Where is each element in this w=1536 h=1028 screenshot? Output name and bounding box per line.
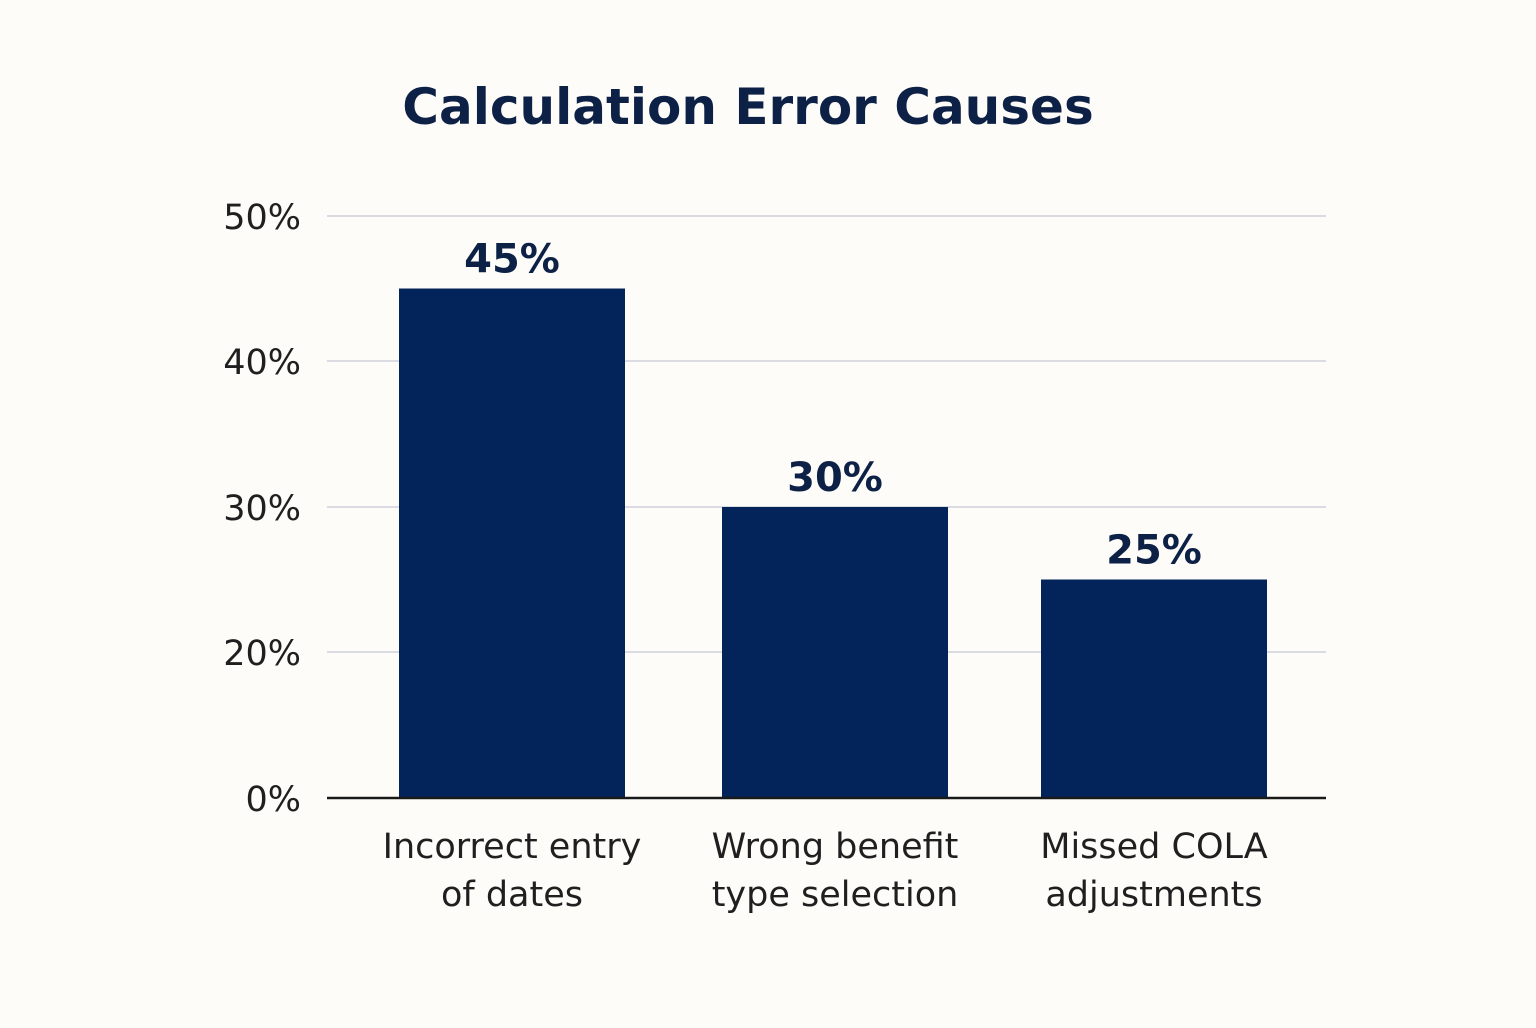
x-category-label: of dates [441,875,583,915]
y-tick-label: 20% [223,634,301,674]
bars [399,288,1267,798]
y-axis-ticks: 0% 20% 30% 40% 50% [223,198,301,820]
bar [399,288,625,798]
x-axis-categories: Incorrect entry of dates Wrong benefit type… [383,827,1268,915]
x-category-label: type selection [712,875,959,915]
x-category-label: Incorrect entry [383,827,642,867]
data-labels: 45% 30% 25% [464,237,1202,574]
y-tick-label: 0% [245,780,301,820]
chart-title: Calculation Error Causes [402,78,1093,136]
bar [1041,579,1267,798]
bar-value-label: 25% [1106,528,1202,574]
y-tick-label: 50% [223,198,301,238]
x-category-label: Missed COLA [1040,827,1268,867]
bar-value-label: 30% [787,455,883,501]
y-tick-label: 40% [223,343,301,383]
bar [722,507,948,798]
x-category-label: adjustments [1045,875,1262,915]
y-tick-label: 30% [223,489,301,529]
x-category-label: Wrong benefit [712,827,959,867]
bar-value-label: 45% [464,237,560,283]
